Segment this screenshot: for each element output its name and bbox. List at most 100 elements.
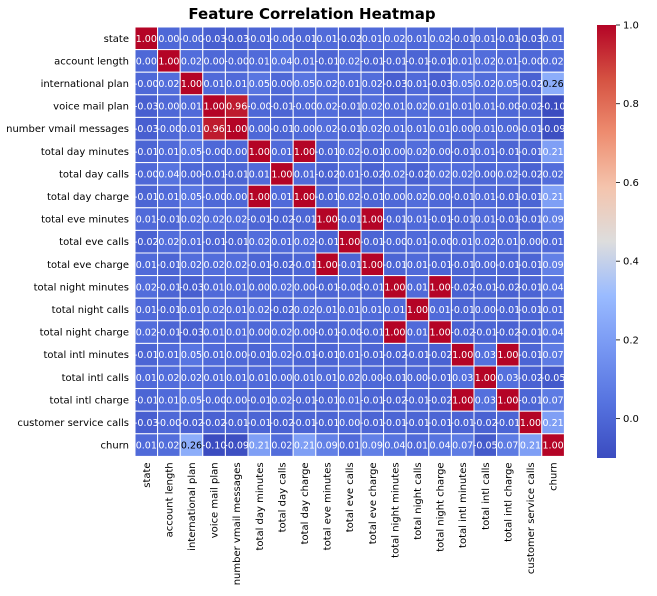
heatmap-cell-label: 0.01 (407, 215, 428, 226)
heatmap-cell-label: 0.02 (136, 282, 157, 293)
heatmap-cell-label: 0.05 (181, 192, 202, 203)
heatmap-cell-label: -0.02 (428, 395, 453, 406)
heatmap-cell-label: -0.01 (315, 192, 340, 203)
heatmap-cell-label: 0.02 (294, 305, 315, 316)
heatmap-cell-label: -0.01 (383, 56, 408, 67)
heatmap-cell-label: 0.02 (271, 441, 292, 452)
heatmap-cell-label: 0.02 (430, 169, 451, 180)
heatmap-cell-label: 0.21 (520, 441, 541, 452)
heatmap-cell-label: 1.00 (271, 169, 292, 180)
heatmap-cell-labels: 1.00 0.00 -0.00-0.03-0.03-0.01-0.00-0.01 0.… (134, 34, 565, 452)
heatmap-cell-label: -0.01 (496, 215, 521, 226)
heatmap-cell-label: 0.00 (158, 102, 179, 113)
heatmap-cell-label: -0.09 (224, 441, 249, 452)
y-tick-label: account length (54, 56, 129, 67)
colorbar-tick-label: 0.2 (623, 335, 639, 346)
heatmap-cell-label: -0.01 (360, 395, 385, 406)
heatmap-cell-label: -0.01 (450, 34, 475, 45)
heatmap-cell-label: 0.04 (543, 328, 564, 339)
heatmap-cell-label: -0.00 (134, 169, 159, 180)
heatmap-cell-label: 0.01 (181, 237, 202, 248)
heatmap-cell-label: 0.01 (452, 102, 473, 113)
heatmap-cell-label: 0.00 (339, 418, 360, 429)
heatmap-cell-label: 1.00 (294, 192, 315, 203)
heatmap-cell-label: -0.01 (496, 305, 521, 316)
heatmap-cell-label: 0.02 (362, 124, 383, 135)
heatmap-cell-label: -0.02 (450, 282, 475, 293)
heatmap-cell-label: 0.01 (204, 79, 225, 90)
heatmap-cell-label: -0.01 (157, 328, 182, 339)
heatmap-cell-label: 0.01 (294, 373, 315, 384)
heatmap-cell-label: 0.01 (249, 169, 270, 180)
heatmap-cell-label: 0.00 (226, 147, 247, 158)
x-tick-label: total night minutes (390, 462, 401, 557)
heatmap-cell-label: 0.05 (249, 79, 270, 90)
heatmap-cell-label: 0.01 (430, 102, 451, 113)
heatmap-cell-label: -0.01 (518, 260, 543, 271)
heatmap-cell-label: -0.01 (450, 147, 475, 158)
heatmap-cell-label: 0.01 (452, 56, 473, 67)
heatmap-cell-label: 0.01 (136, 215, 157, 226)
colorbar-tick-label: 1.0 (623, 21, 639, 32)
heatmap-cell-label: 0.07 (497, 441, 518, 452)
heatmap-cell-label: 0.05 (452, 79, 473, 90)
x-tick-label: churn (549, 462, 560, 490)
heatmap-cell-label: 0.01 (475, 147, 496, 158)
heatmap-cell-label: 1.00 (204, 102, 225, 113)
heatmap-cell-label: 1.00 (475, 373, 496, 384)
heatmap-cell-label: 0.00 (407, 373, 428, 384)
heatmap-cell-label: 0.01 (339, 79, 360, 90)
heatmap-cell-label: -0.01 (496, 192, 521, 203)
heatmap-cell-label: 0.01 (158, 147, 179, 158)
heatmap-cell-label: 0.00 (249, 328, 270, 339)
chart-title: Feature Correlation Heatmap (188, 5, 435, 23)
heatmap-cell-label: 0.21 (543, 418, 564, 429)
heatmap-cell-label: -0.01 (360, 282, 385, 293)
heatmap-cell-label: -0.00 (383, 237, 408, 248)
heatmap-cell-label: 0.01 (158, 192, 179, 203)
heatmap-cell-label: 0.01 (407, 260, 428, 271)
heatmap-cell-label: 0.03 (475, 395, 496, 406)
heatmap-cell-label: -0.01 (157, 260, 182, 271)
heatmap-cell-label: 0.26 (543, 79, 564, 90)
heatmap-cell-label: -0.02 (496, 282, 521, 293)
heatmap-cell-label: 1.00 (294, 147, 315, 158)
heatmap-cell-label: 0.01 (294, 56, 315, 67)
heatmap-cell-label: 0.00 (362, 373, 383, 384)
x-tick-label: total intl minutes (458, 462, 469, 548)
heatmap-cell-label: -0.01 (315, 237, 340, 248)
heatmap-cell-label: 0.00 (294, 328, 315, 339)
heatmap-cell-label: -0.01 (518, 395, 543, 406)
colorbar-tick-label: 0.8 (623, 99, 639, 110)
heatmap-cell-label: -0.01 (518, 282, 543, 293)
heatmap-cell-label: 0.01 (136, 441, 157, 452)
heatmap-cell-label: 0.02 (158, 373, 179, 384)
heatmap-cell-label: -0.01 (496, 34, 521, 45)
heatmap-cell-label: 0.01 (226, 373, 247, 384)
heatmap-cell-label: -0.01 (315, 350, 340, 361)
y-tick-label: voice mail plan (53, 102, 129, 113)
x-tick-label: total night calls (413, 462, 424, 539)
heatmap-cell-label: 1.00 (136, 34, 157, 45)
y-tick-label: total eve charge (47, 260, 129, 271)
heatmap-cell-label: -0.01 (337, 102, 362, 113)
heatmap-cell-label: -0.01 (270, 102, 295, 113)
heatmap-cell-label: -0.03 (134, 418, 159, 429)
heatmap-cell-label: 0.04 (543, 282, 564, 293)
heatmap-cell-label: 0.02 (181, 215, 202, 226)
heatmap-cell-label: -0.00 (496, 102, 521, 113)
heatmap-cell-label: -0.01 (383, 215, 408, 226)
heatmap-cell-label: 0.02 (407, 102, 428, 113)
heatmap-cell-label: -0.01 (292, 350, 317, 361)
heatmap-cell-label: 0.02 (543, 56, 564, 67)
heatmap-cell-label: 0.02 (430, 34, 451, 45)
heatmap-cell-label: 0.05 (497, 79, 518, 90)
heatmap-cell-label: -0.01 (292, 395, 317, 406)
heatmap-cell-label: 0.02 (271, 328, 292, 339)
heatmap-cell-label: 0.02 (249, 305, 270, 316)
heatmap-cell-label: 1.00 (430, 328, 451, 339)
colorbar: 0.0 0.2 0.4 0.6 0.8 1.0 (597, 21, 639, 458)
heatmap-cell-label: 0.02 (204, 305, 225, 316)
y-tick-label: total day minutes (41, 147, 129, 158)
heatmap-cell-label: 0.01 (204, 373, 225, 384)
